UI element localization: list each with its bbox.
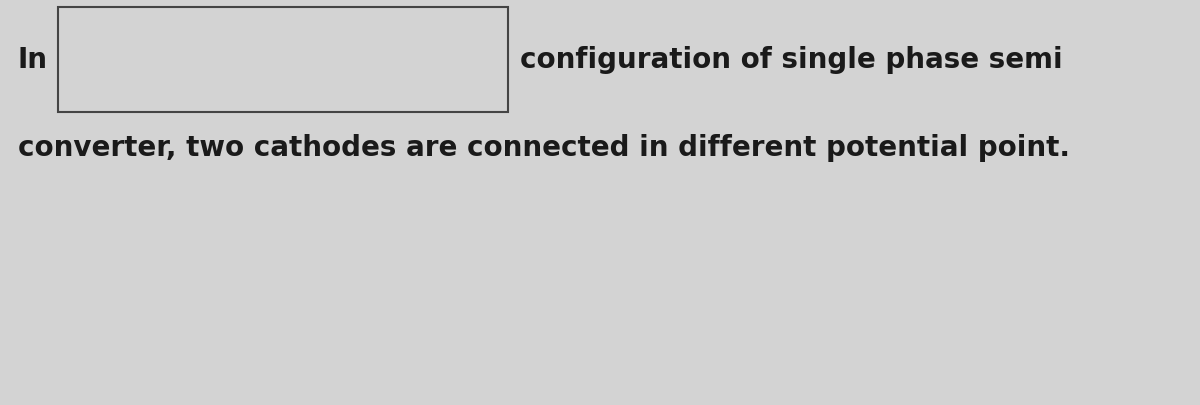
Text: configuration of single phase semi: configuration of single phase semi <box>520 46 1063 74</box>
Text: In: In <box>18 46 48 74</box>
Text: converter, two cathodes are connected in different potential point.: converter, two cathodes are connected in… <box>18 134 1070 162</box>
Bar <box>58 8 508 113</box>
